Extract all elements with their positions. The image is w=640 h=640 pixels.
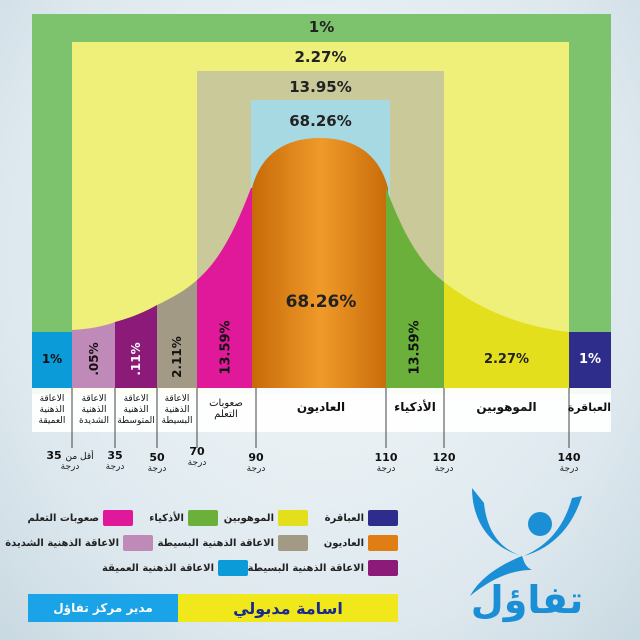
bar-pct-normal: 68.26% [285,292,357,312]
curve-mild [157,280,197,388]
legend-label-smart: الأذكياء [149,512,184,524]
tick-2-unit: درجة [105,462,125,472]
bar-pct-smart: 13.59% [407,320,423,375]
frame-inner-label: 68.26% [289,112,352,130]
tick-8-unit: درجة [559,464,579,474]
bar-pct-moderate: .11% [129,342,143,376]
category-mild: الاعاقة الذهنية البسيطة [161,394,193,426]
legend-swatch-genius [368,510,398,526]
legend-swatch-severe [123,535,153,551]
curve-genius [569,332,611,388]
category-severe: الاعاقة الذهنية الشديدة [79,394,109,426]
curve-moderate [115,305,157,388]
tick-4-unit: درجة [187,458,207,468]
legend-item-learning: صعوبات التعلم [28,509,133,527]
category-smart: الأذكياء [394,400,436,414]
tick-7-unit: درجة [434,464,454,474]
category-learning: صعوبات التعلم [209,398,243,420]
legend-item-normal: العاديون [324,534,398,552]
legend-label-learning: صعوبات التعلم [27,512,99,524]
tick-1-prefix: أقل من [65,452,94,462]
logo: تفاؤل [432,478,622,628]
curve-gifted [444,282,569,388]
frame-second-label: 2.27% [294,48,347,66]
tick-5-value: 90 [248,451,264,464]
legend-swatch-learning [103,510,133,526]
tick-3-value: 50 [149,451,165,464]
legend-swatch-deep [218,560,248,576]
bar-pct-genius: 1% [578,352,602,367]
logo-text: تفاؤل [470,578,584,622]
legend-item-moderate: الاعاقة الذهنية البسيطة [248,559,398,577]
category-moderate: الاعاقة الذهنية المتوسطة [117,394,155,426]
legend-swatch-smart [188,510,218,526]
bar-pct-severe: .05% [87,342,101,376]
logo-figure-icon [470,488,582,596]
legend-item-genius: العباقرة [325,509,398,527]
legend-swatch-mild [278,535,308,551]
baseline-band [32,388,611,432]
legend-label-mild: الاعاقة الذهنية البسيطة [157,537,274,549]
legend-item-gifted: الموهوبين [224,509,308,527]
legend-label-deep: الاعاقة الذهنية العميقة [101,562,214,574]
tick-3-unit: درجة [147,464,167,474]
frame-third-label: 13.95% [289,78,352,96]
legend-item-smart: الأذكياء [149,509,218,527]
tick-8-value: 140 [557,451,581,464]
legend-swatch-moderate [368,560,398,576]
category-normal: العاديون [296,400,346,414]
tick-1-number: 35 [46,449,62,462]
bar-pct-gifted: 2.27% [483,352,530,367]
category-gifted: الموهوبين [476,400,537,414]
author-banner: مدير مركز تفاؤل اسامة مدبولي [28,594,398,622]
tick-6-unit: درجة [376,464,396,474]
bar-pct-deep: 1% [41,352,63,366]
legend-label-gifted: الموهوبين [223,512,274,524]
legend-swatch-gifted [278,510,308,526]
author-name: اسامة مدبولي [178,594,398,622]
legend: العباقرة الموهوبين الأذكياء صعوبات التعل… [5,505,398,581]
legend-item-severe: الاعاقة الذهنية الشديدة [5,534,153,552]
tick-6-value: 110 [374,451,398,464]
bar-pct-learning: 13.59% [218,320,234,375]
tick-1-unit: درجة [60,462,80,472]
tick-5-unit: درجة [246,464,266,474]
legend-label-normal: العاديون [323,537,364,549]
legend-label-genius: العباقرة [324,512,364,524]
legend-item-mild: الاعاقة الذهنية البسيطة [158,534,308,552]
author-role: مدير مركز تفاؤل [28,594,178,622]
category-genius: العباقرة [567,401,611,414]
bar-pct-mild: 2.11% [170,336,184,378]
curve-smart [386,188,444,388]
frame-outer-label: 1% [308,18,335,36]
tick-1-value: أقل من 35 [40,450,100,463]
legend-swatch-normal [368,535,398,551]
tick-7-value: 120 [432,451,456,464]
curve-normal [252,138,390,388]
curve-learning [197,188,256,388]
tick-2-value: 35 [107,449,123,462]
curve-severe [72,322,115,388]
legend-item-deep: الاعاقة الذهنية العميقة [102,559,248,577]
curve-deep [32,332,72,388]
category-deep: الاعاقة الذهنية العميقة [38,394,66,426]
legend-label-moderate: الاعاقة الذهنية البسيطة [247,562,364,574]
tick-4-value: 70 [189,445,205,458]
legend-label-severe: الاعاقة الذهنية الشديدة [5,537,119,549]
